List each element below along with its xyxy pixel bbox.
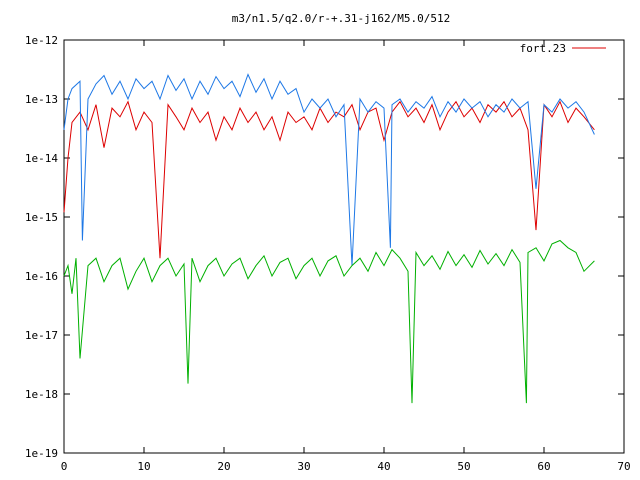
legend-label: fort.23 [520, 42, 566, 55]
y-tick-label: 1e-16 [25, 270, 58, 283]
y-tick-label: 1e-17 [25, 329, 58, 342]
chart-title: m3/n1.5/q2.0/r-+.31-j162/M5.0/512 [232, 12, 451, 25]
y-tick-label: 1e-15 [25, 211, 58, 224]
x-axis: 0 10 20 30 40 50 60 70 [61, 40, 631, 473]
plot-area [63, 39, 625, 454]
x-tick-label: 10 [137, 460, 150, 473]
series-line-3 [63, 239, 595, 404]
y-tick-label: 1e-18 [25, 388, 58, 401]
x-tick-label: 20 [217, 460, 230, 473]
y-tick-label: 1e-13 [25, 93, 58, 106]
legend: fort.23 [520, 42, 606, 55]
x-tick-label: 40 [377, 460, 390, 473]
x-tick-label: 50 [457, 460, 470, 473]
x-tick-label: 60 [537, 460, 550, 473]
series-layer [63, 73, 595, 404]
y-tick-label: 1e-19 [25, 447, 58, 460]
x-tick-label: 0 [61, 460, 68, 473]
y-tick-label: 1e-12 [25, 34, 58, 47]
x-tick-label: 30 [297, 460, 310, 473]
series-line-1 [63, 100, 595, 259]
x-tick-label: 70 [617, 460, 630, 473]
y-tick-label: 1e-14 [25, 152, 58, 165]
y-axis: 1e-19 1e-18 1e-17 1e-16 1e-15 1e-14 1e-13 1e-12 [25, 34, 624, 460]
series-line-2 [63, 73, 595, 266]
